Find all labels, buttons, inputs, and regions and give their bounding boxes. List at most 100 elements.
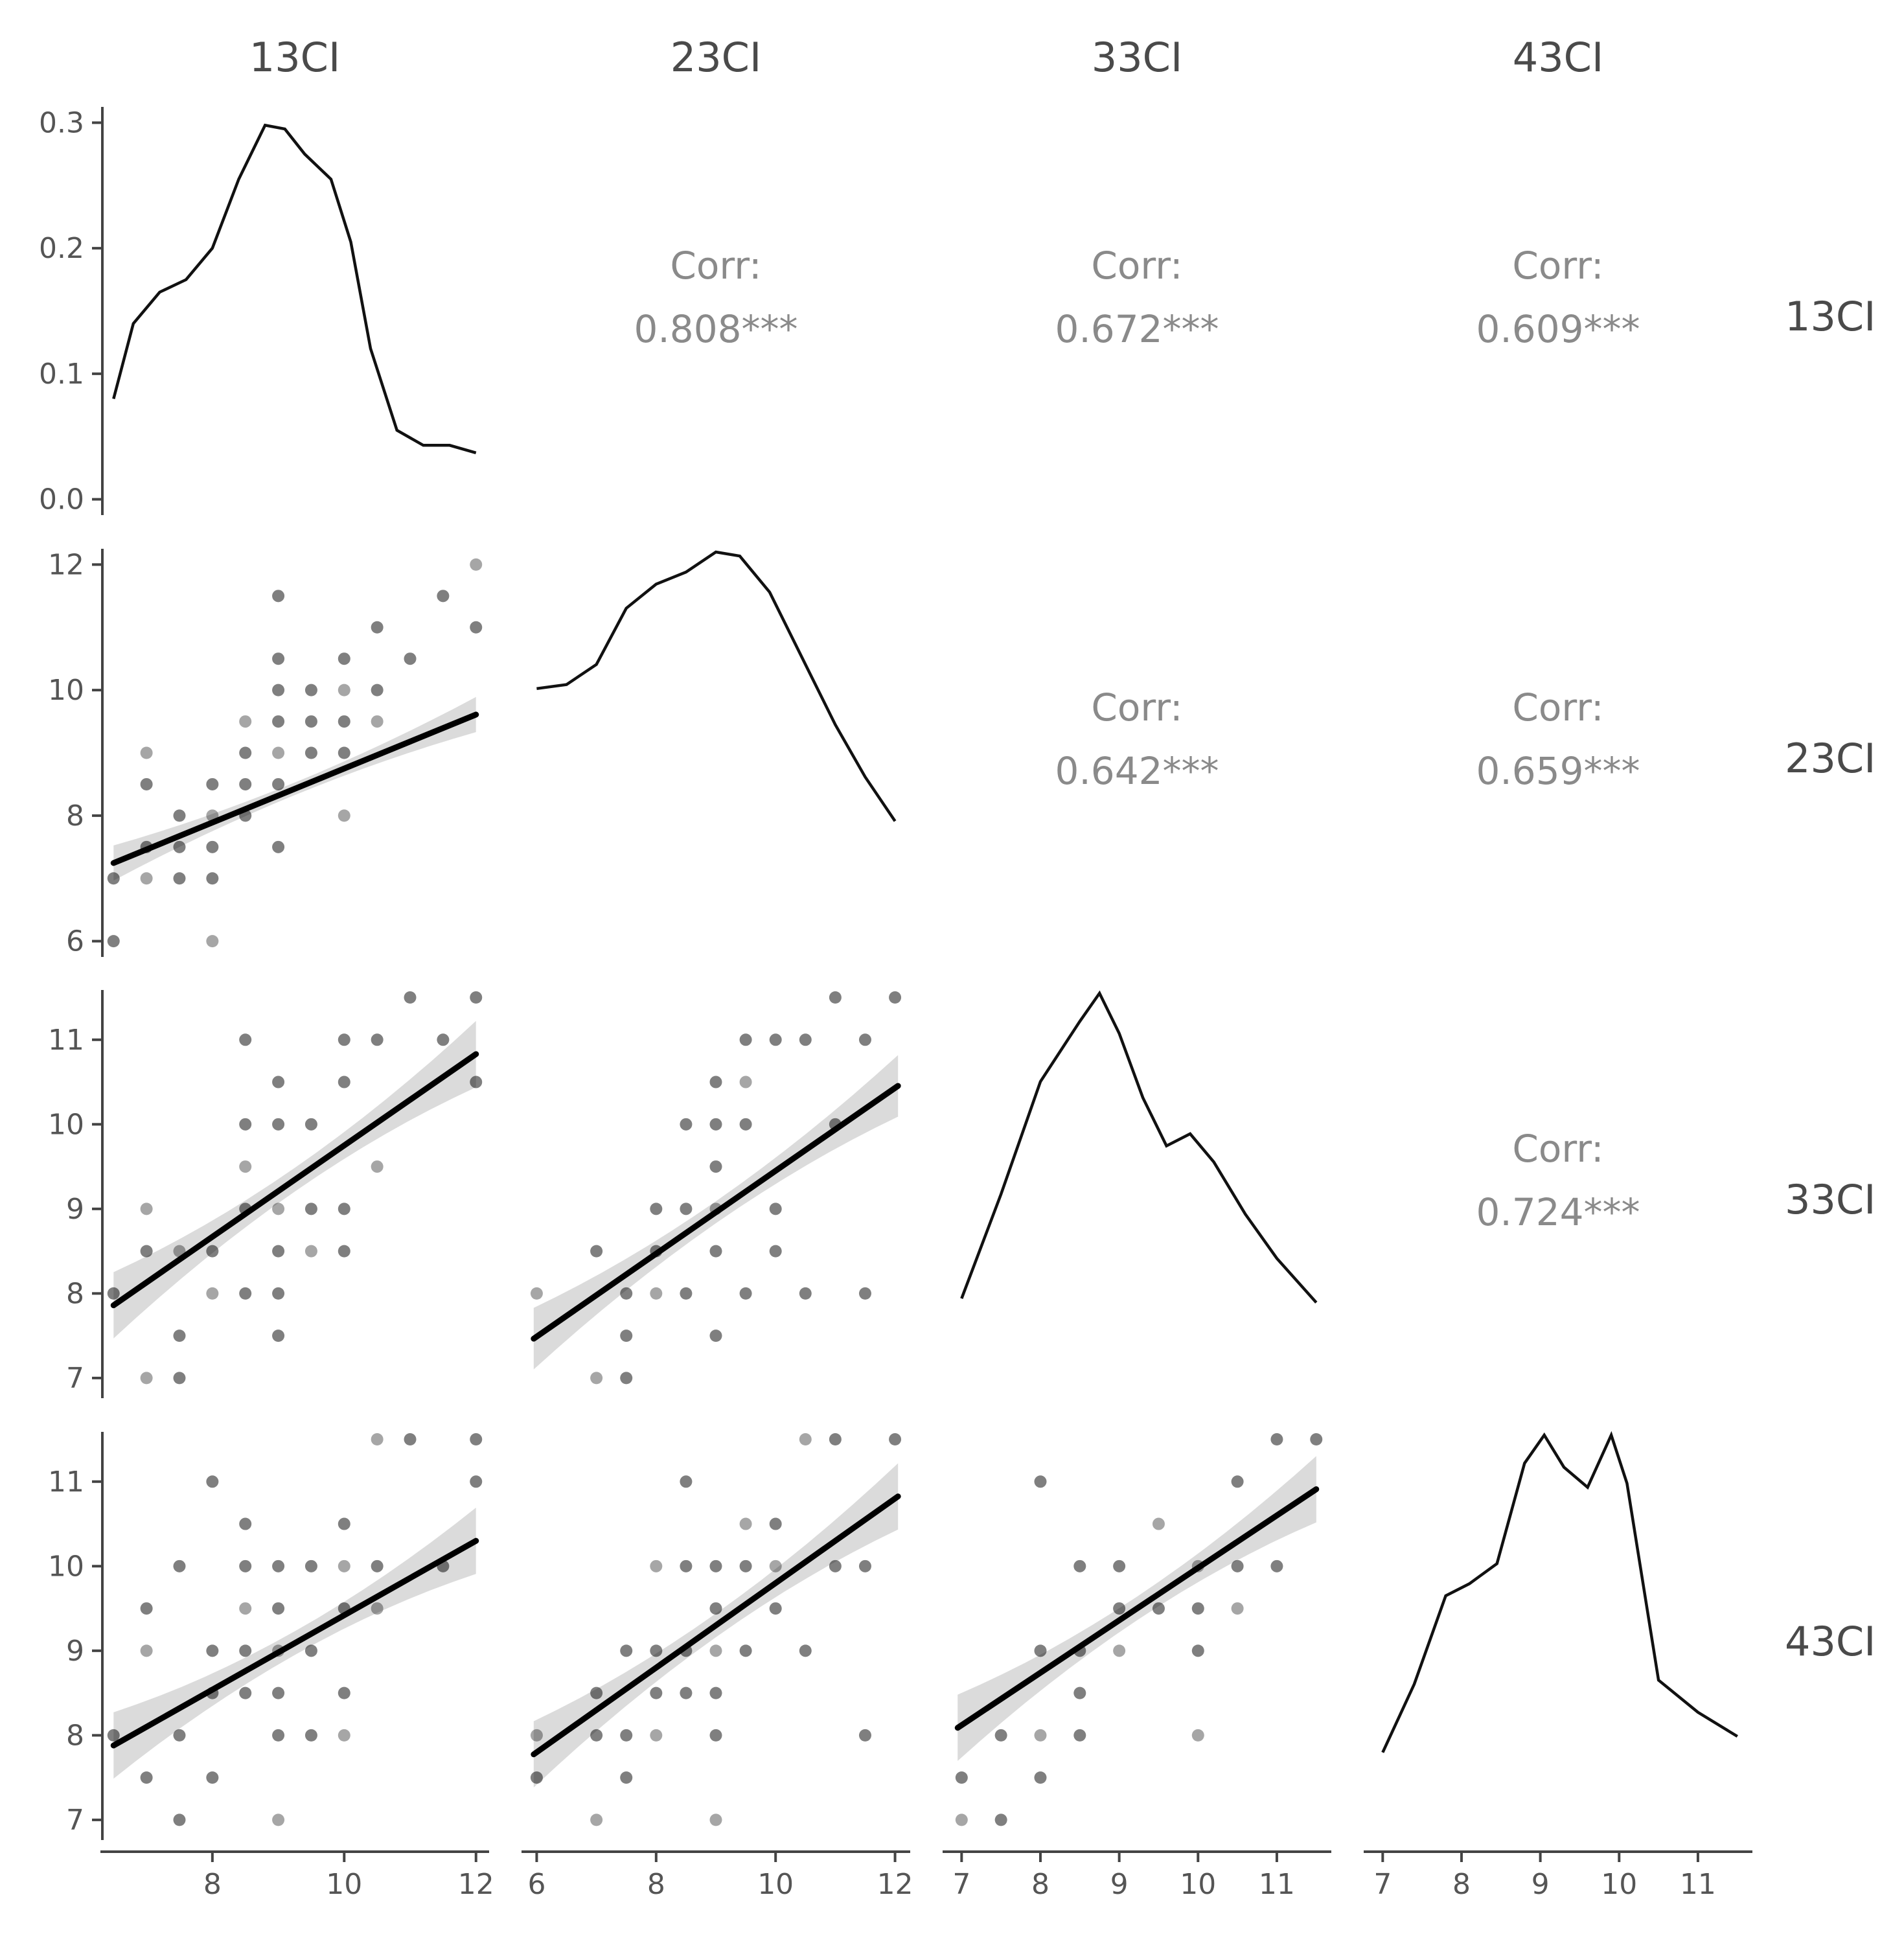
x-tick-label-col-2: 7 bbox=[952, 1868, 970, 1901]
scatter-point-1-0 bbox=[338, 746, 350, 759]
scatter-point-3-0 bbox=[371, 1602, 384, 1615]
scatter-point-1-0 bbox=[470, 558, 483, 571]
scatter-point-2-0 bbox=[338, 1033, 350, 1046]
scatter-point-2-1 bbox=[680, 1118, 693, 1131]
x-tick-label-col-1: 8 bbox=[647, 1868, 665, 1901]
corr-label-0-2: Corr: bbox=[1091, 244, 1182, 288]
scatter-point-3-2 bbox=[994, 1813, 1007, 1826]
corr-value-0-1: 0.808*** bbox=[634, 307, 797, 351]
scatter-point-3-0 bbox=[239, 1644, 252, 1657]
y-tick-label-row-0: 0.2 bbox=[39, 232, 84, 265]
scatter-point-1-0 bbox=[371, 684, 384, 696]
scatter-point-2-0 bbox=[239, 1287, 252, 1300]
scatter-point-3-1 bbox=[530, 1729, 543, 1742]
y-tick-label-row-1: 6 bbox=[66, 925, 84, 958]
scatter-point-3-1 bbox=[620, 1729, 633, 1742]
regression-line-3-2 bbox=[954, 1486, 1320, 1731]
scatter-point-3-0 bbox=[304, 1559, 317, 1572]
scatter-point-1-0 bbox=[304, 715, 317, 728]
scatter-point-3-1 bbox=[709, 1602, 722, 1615]
scatter-point-2-0 bbox=[173, 1372, 186, 1385]
scatter-point-1-0 bbox=[140, 777, 153, 790]
scatter-point-1-0 bbox=[304, 684, 317, 696]
scatter-point-2-0 bbox=[272, 1287, 285, 1300]
scatter-point-3-2 bbox=[1034, 1475, 1047, 1488]
scatter-point-3-0 bbox=[338, 1686, 350, 1699]
scatter-point-3-0 bbox=[371, 1559, 384, 1572]
scatter-point-3-1 bbox=[829, 1433, 842, 1446]
scatter-point-3-0 bbox=[338, 1517, 350, 1530]
scatter-point-1-0 bbox=[338, 684, 350, 696]
scatter-point-3-2 bbox=[1191, 1729, 1204, 1742]
scatter-point-3-1 bbox=[739, 1517, 752, 1530]
scatter-point-2-1 bbox=[620, 1329, 633, 1342]
scatter-point-3-0 bbox=[304, 1729, 317, 1742]
scatter-point-1-0 bbox=[338, 715, 350, 728]
scatter-point-2-0 bbox=[140, 1203, 153, 1215]
y-tick-label-row-2: 9 bbox=[66, 1193, 84, 1226]
scatter-point-1-0 bbox=[437, 590, 450, 603]
y-tick-label-row-2: 10 bbox=[48, 1108, 84, 1141]
y-tick-label-row-3: 9 bbox=[66, 1635, 84, 1668]
scatter-point-3-0 bbox=[173, 1729, 186, 1742]
scatter-point-3-2 bbox=[1152, 1517, 1165, 1530]
scatter-point-1-0 bbox=[173, 840, 186, 853]
scatter-point-2-1 bbox=[680, 1287, 693, 1300]
scatter-point-3-2 bbox=[1191, 1644, 1204, 1657]
scatter-point-3-1 bbox=[590, 1729, 603, 1742]
scatter-point-2-1 bbox=[530, 1287, 543, 1300]
scatter-point-1-0 bbox=[107, 872, 120, 885]
scatter-point-2-1 bbox=[769, 1203, 782, 1215]
scatter-point-3-1 bbox=[650, 1729, 663, 1742]
scatter-point-3-1 bbox=[650, 1686, 663, 1699]
corr-value-1-2: 0.642*** bbox=[1055, 749, 1219, 793]
scatter-point-2-1 bbox=[739, 1118, 752, 1131]
corr-value-0-3: 0.609*** bbox=[1476, 307, 1640, 351]
scatter-point-3-1 bbox=[680, 1559, 693, 1572]
scatter-point-3-2 bbox=[1073, 1729, 1086, 1742]
x-tick-label-col-0: 10 bbox=[326, 1868, 362, 1901]
y-tick-label-row-1: 8 bbox=[66, 800, 84, 833]
scatter-point-3-2 bbox=[1191, 1602, 1204, 1615]
scatter-point-3-2 bbox=[1231, 1602, 1244, 1615]
scatter-point-3-0 bbox=[140, 1771, 153, 1784]
scatter-point-1-0 bbox=[206, 777, 219, 790]
scatter-point-2-1 bbox=[620, 1287, 633, 1300]
scatter-point-3-2 bbox=[1270, 1433, 1283, 1446]
x-tick-label-col-2: 9 bbox=[1110, 1868, 1129, 1901]
y-tick-label-row-3: 11 bbox=[48, 1466, 84, 1499]
y-tick-label-row-0: 0.3 bbox=[39, 106, 84, 139]
column-header-43CI: 43CI bbox=[1513, 34, 1603, 81]
scatter-point-3-0 bbox=[272, 1813, 285, 1826]
x-tick-label-col-1: 6 bbox=[527, 1868, 545, 1901]
scatter-point-3-1 bbox=[799, 1644, 812, 1657]
x-tick-label-col-3: 7 bbox=[1373, 1868, 1392, 1901]
scatter-point-2-1 bbox=[650, 1203, 663, 1215]
row-header-43CI: 43CI bbox=[1785, 1618, 1875, 1665]
scatter-point-3-0 bbox=[470, 1475, 483, 1488]
scatter-point-3-1 bbox=[680, 1686, 693, 1699]
scatter-point-2-1 bbox=[799, 1033, 812, 1046]
scatter-point-3-1 bbox=[709, 1686, 722, 1699]
corr-label-1-3: Corr: bbox=[1512, 685, 1603, 730]
scatter-point-2-1 bbox=[709, 1245, 722, 1258]
scatter-point-1-0 bbox=[107, 935, 120, 948]
scatter-point-3-1 bbox=[709, 1729, 722, 1742]
scatter-point-2-1 bbox=[889, 991, 902, 1004]
scatter-point-1-0 bbox=[272, 590, 285, 603]
scatter-point-2-0 bbox=[470, 1076, 483, 1088]
scatter-point-3-0 bbox=[404, 1433, 417, 1446]
scatter-point-3-2 bbox=[955, 1813, 968, 1826]
scatter-point-2-1 bbox=[709, 1076, 722, 1088]
scatter-point-3-2 bbox=[1152, 1602, 1165, 1615]
scatter-point-2-1 bbox=[620, 1372, 633, 1385]
scatter-point-3-0 bbox=[338, 1559, 350, 1572]
scatter-point-3-2 bbox=[1310, 1433, 1323, 1446]
scatter-point-1-0 bbox=[470, 621, 483, 634]
scatter-point-3-0 bbox=[206, 1771, 219, 1784]
scatter-point-2-0 bbox=[437, 1033, 450, 1046]
y-tick-label-row-2: 11 bbox=[48, 1024, 84, 1057]
corr-label-2-3: Corr: bbox=[1512, 1127, 1603, 1171]
scatter-point-2-0 bbox=[272, 1118, 285, 1131]
scatter-point-3-1 bbox=[680, 1475, 693, 1488]
